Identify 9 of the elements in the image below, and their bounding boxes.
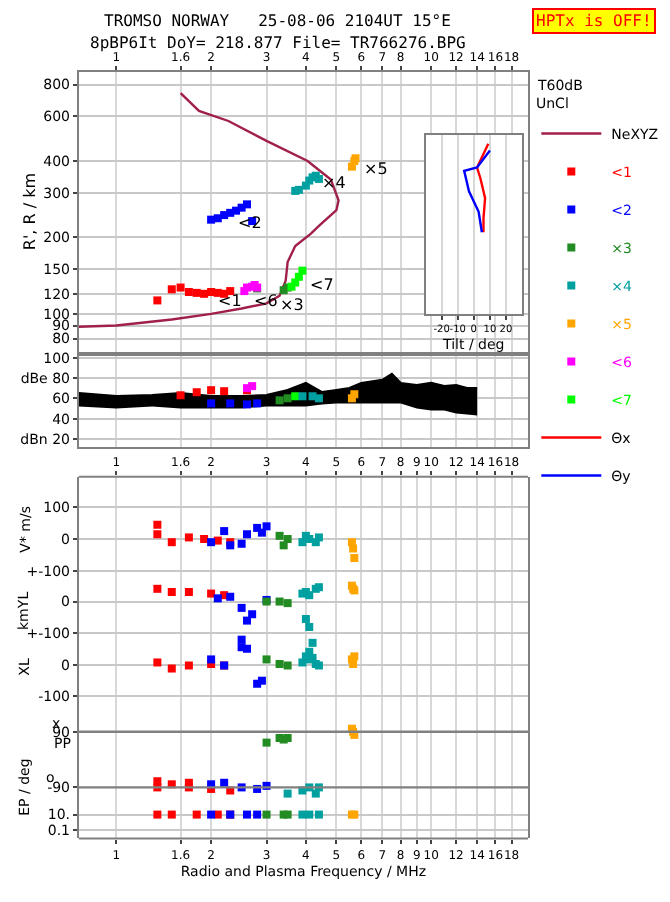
text: HPTx is OFF! — [536, 12, 652, 30]
annotation: ×5 — [364, 160, 388, 178]
annotation: <7 — [310, 276, 334, 294]
annotation: <1 — [218, 292, 242, 310]
annotation: ×3 — [280, 296, 304, 314]
chart-subtitle: 8pBP6It DoY= 218.877 File= TR766276.BPG — [90, 34, 467, 52]
y-axis-title: R', R / km — [20, 172, 39, 251]
annotation: <2 — [238, 214, 262, 232]
chart-title: TROMSO NORWAY 25-08-06 2104UT 15°E — [104, 12, 452, 30]
